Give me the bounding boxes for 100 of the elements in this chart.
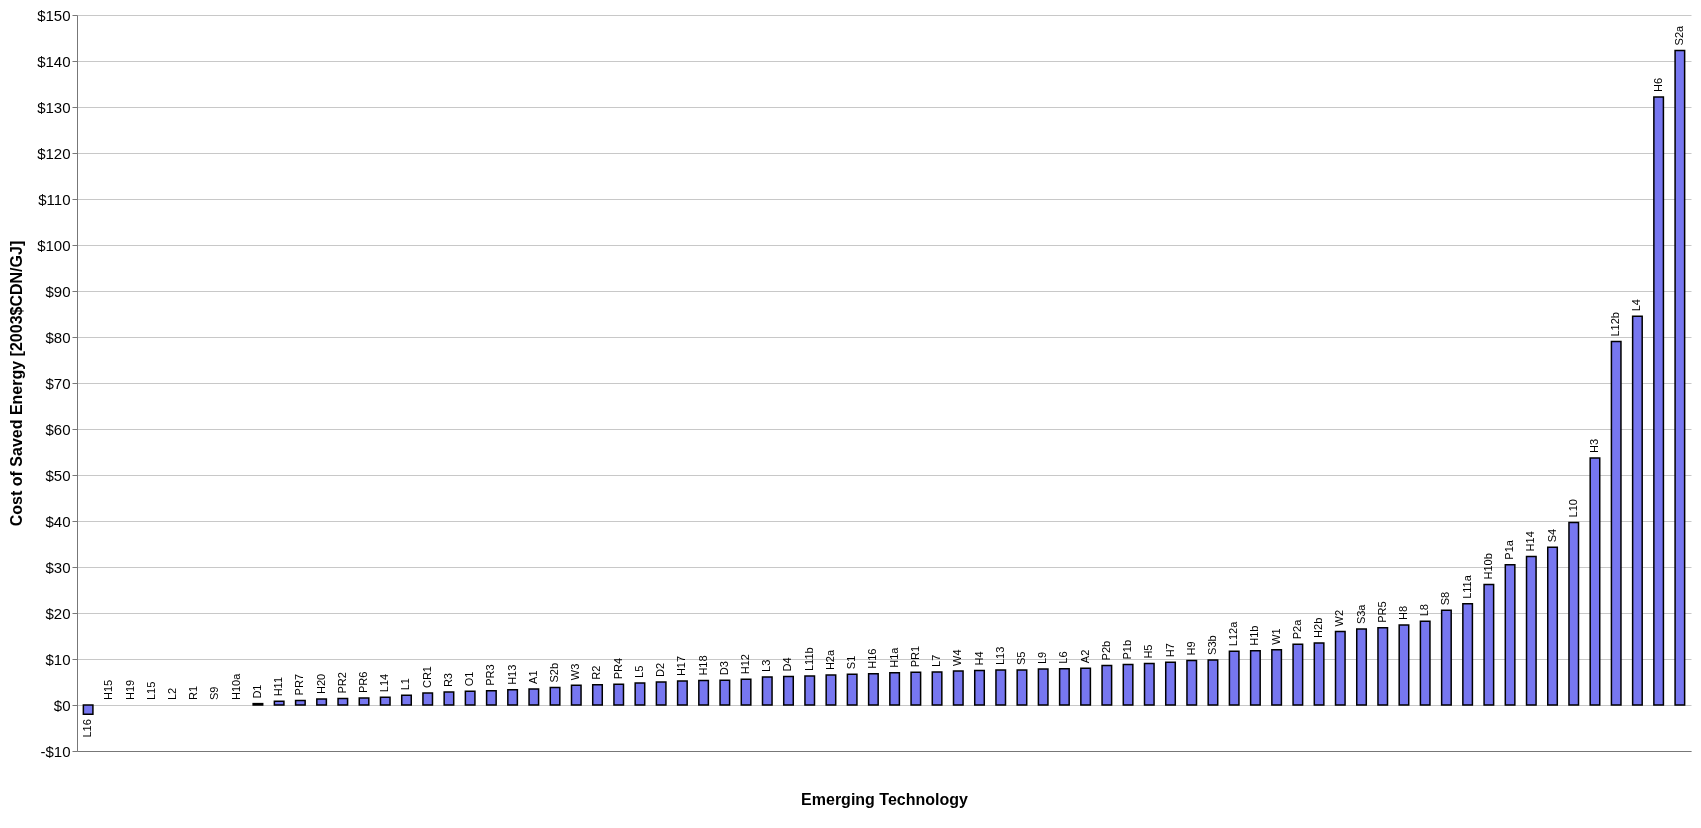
x-tick-label: H9 [1184,641,1197,656]
x-axis-title: Emerging Technology [801,790,969,808]
x-tick-label: L3 [760,659,773,672]
bar [698,679,710,706]
x-tick-label: L2 [166,687,179,700]
x-tick-label: S5 [1014,651,1027,666]
bar [1292,643,1304,706]
bar [1610,340,1622,706]
x-tick-label: L11b [802,647,815,672]
bar [1589,457,1601,706]
x-tick-label: H13 [505,664,518,685]
x-tick-label: P2b [1099,640,1112,661]
x-tick-label: PR7 [293,673,306,696]
bar [1355,628,1368,706]
bar [316,698,328,706]
x-tick-label: H6 [1651,77,1664,92]
y-tick-label: $100 [37,236,71,254]
x-tick-label: L6 [1057,651,1070,664]
x-tick-label: PR1 [908,645,921,668]
x-tick-label: L11a [1460,574,1473,599]
x-tick-label: CR1 [420,666,433,689]
x-tick-label: L12a [1227,620,1240,647]
bar [1186,659,1198,706]
x-tick-label: L16 [81,719,94,738]
bar [1207,659,1219,706]
x-tick-label: R3 [441,673,454,688]
bar [273,700,285,706]
bar [889,672,901,706]
x-tick-label: PR2 [335,672,348,694]
x-tick-label: H18 [696,655,709,676]
x-tick-label: L15 [144,681,157,700]
bar [1122,663,1134,706]
bar [485,689,497,706]
x-tick-label: PR3 [484,664,497,686]
y-tick-label: $110 [38,190,71,208]
bar [1525,555,1537,706]
x-tick-label: P2a [1290,618,1303,640]
x-tick-label: S8 [1439,591,1452,606]
x-tick-label: H11 [272,676,285,697]
x-tick-label: A2 [1078,649,1091,664]
bar [846,673,858,706]
bar [740,678,752,706]
x-tick-label: H17 [675,655,688,677]
bar [1398,624,1410,706]
x-tick-label: W3 [569,663,582,681]
x-tick-label: S4 [1545,528,1558,543]
y-tick-label: $10 [45,650,71,668]
y-tick-label: $90 [45,282,71,300]
y-tick-label: $0 [53,696,71,714]
bar [1143,662,1155,706]
bar [358,697,370,706]
bar [443,691,455,706]
x-tick-label: H3 [1587,438,1600,453]
x-tick-label: L13 [993,646,1006,666]
y-tick-label: $130 [37,98,71,116]
x-tick-label: P1b [1121,639,1134,660]
bar [931,671,943,706]
x-tick-label: H2b [1312,617,1325,638]
y-tick-label: $150 [37,6,71,24]
x-tick-label: D4 [781,657,794,672]
x-tick-label: H19 [123,679,136,700]
x-tick-label: S1 [845,655,858,670]
x-tick-label: H1b [1248,625,1261,646]
x-tick-label: L12b [1609,312,1622,337]
x-tick-label: H15 [102,679,115,700]
x-tick-label: H20 [314,673,327,695]
bar [1080,667,1092,706]
bar [379,696,391,706]
bar [1313,642,1325,706]
bar [1016,669,1028,706]
x-tick-label: W1 [1269,628,1282,645]
bar [952,670,964,706]
bar [1653,96,1665,706]
bar [1334,630,1346,706]
bar [528,688,540,706]
bar [1377,626,1389,706]
x-tick-label: L8 [1418,604,1431,617]
bar [613,683,625,706]
x-tick-label: PR4 [611,657,624,680]
y-tick-label: $80 [45,328,71,346]
bar [761,676,773,706]
x-tick-label: L10 [1566,499,1579,518]
bar [570,684,582,706]
x-tick-label: D2 [654,662,667,677]
x-tick-label: H5 [1142,644,1155,659]
x-tick-label: H10b [1481,553,1494,580]
y-tick-label: $60 [45,420,71,438]
bar [1101,664,1113,706]
bar [422,692,434,706]
bar [867,672,879,706]
x-tick-label: R2 [590,665,603,680]
y-tick-label: $40 [45,512,71,530]
bar [676,680,688,706]
x-tick-label: PR6 [357,671,370,694]
y-tick-label: $50 [45,466,71,484]
x-tick-label: H12 [739,654,752,675]
bar [995,669,1007,706]
bar [910,671,922,706]
bar [719,679,731,706]
bar [294,699,306,706]
